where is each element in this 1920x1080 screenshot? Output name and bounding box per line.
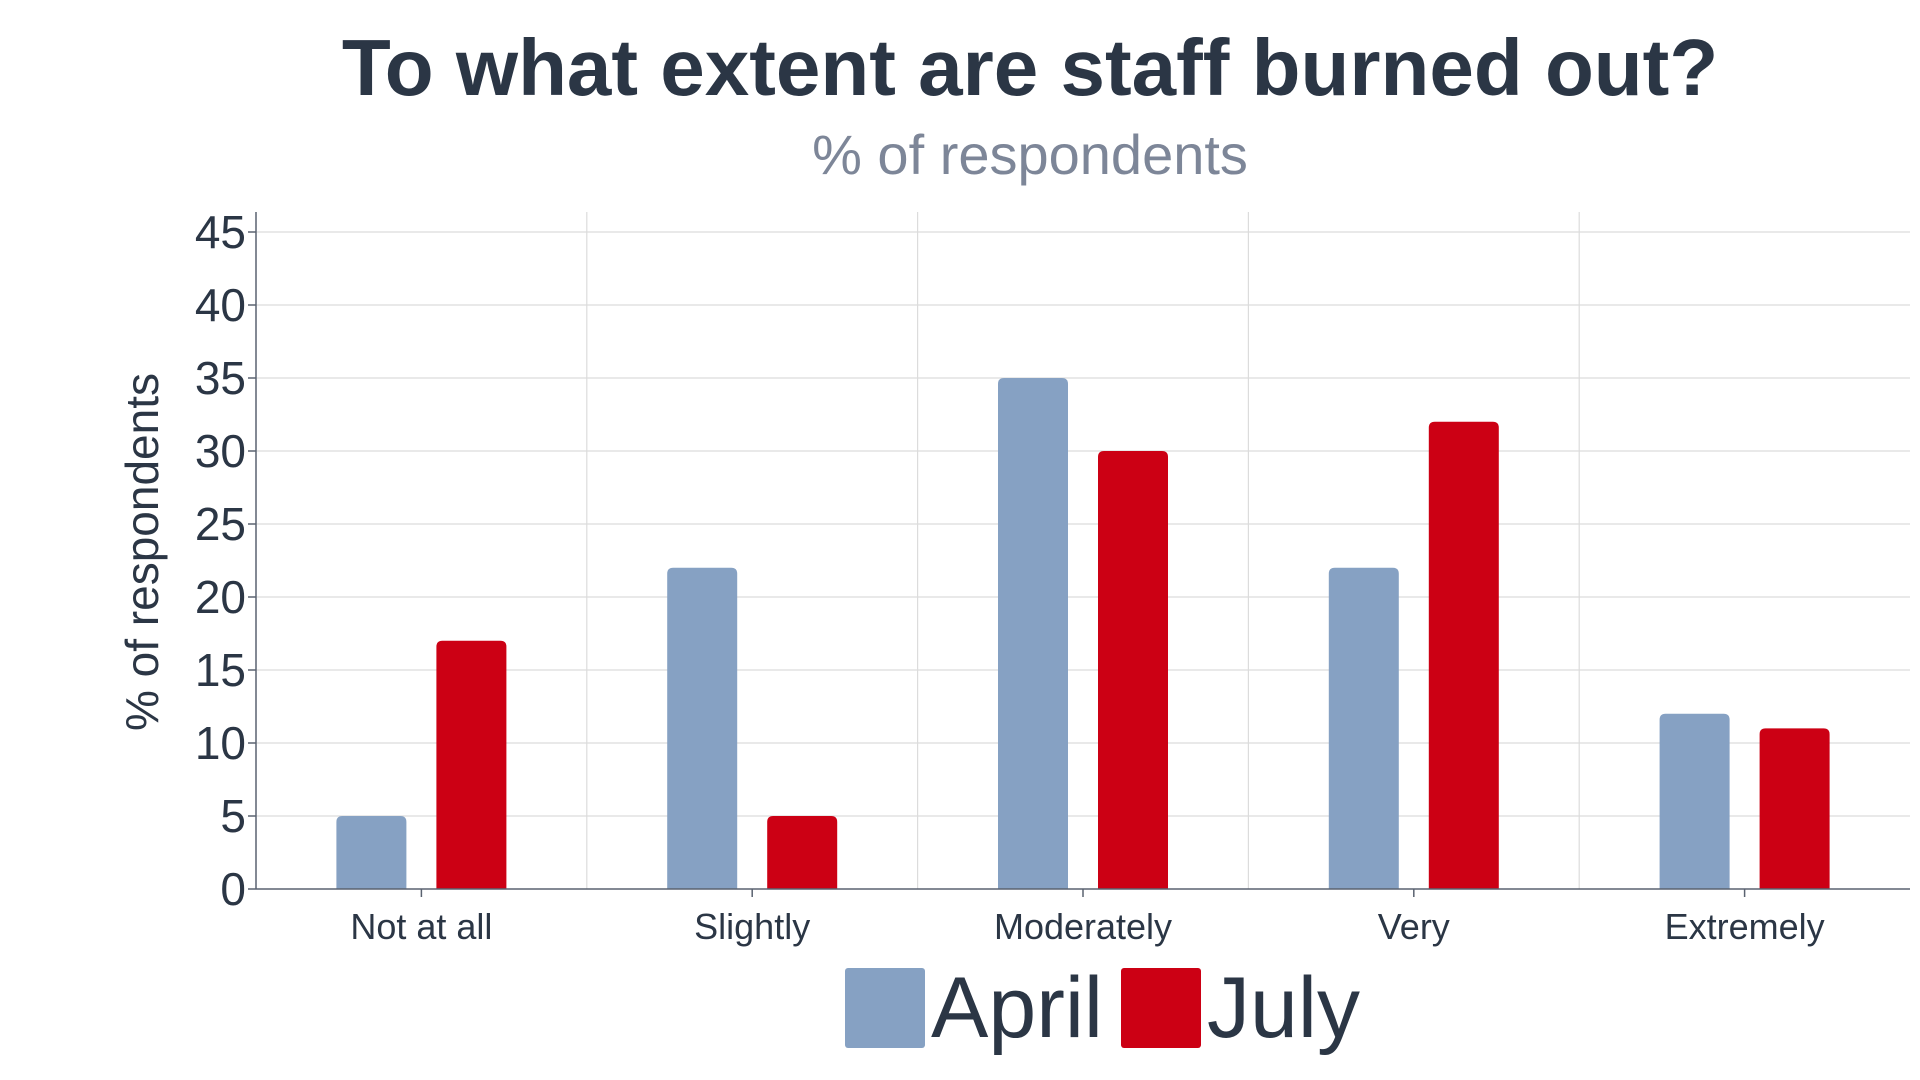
x-tick-label: Slightly (694, 906, 810, 947)
legend: April July (845, 960, 1378, 1056)
bar-april-0[interactable] (336, 816, 407, 889)
y-tick-label: 25 (195, 498, 246, 550)
y-axis-label: % of respondents (116, 373, 168, 731)
bar-july-2[interactable] (1098, 451, 1168, 889)
bar-april-3[interactable] (1328, 567, 1399, 889)
bar-july-1[interactable] (767, 816, 838, 889)
bar-april-2[interactable] (998, 378, 1068, 889)
y-tick-label: 15 (195, 644, 246, 696)
x-tick-label: Moderately (994, 906, 1172, 947)
y-tick-label: 40 (195, 279, 246, 331)
x-tick-label: Not at all (350, 906, 492, 947)
bar-july-3[interactable] (1428, 421, 1499, 889)
y-tick-label: 30 (195, 425, 246, 477)
x-tick-label: Extremely (1665, 906, 1825, 947)
y-tick-label: 35 (195, 352, 246, 404)
y-tick-label: 45 (195, 206, 246, 258)
legend-swatch-april (845, 968, 925, 1048)
chart-subtitle: % of respondents (812, 123, 1248, 186)
axes: 0 5 10 15 20 25 30 35 40 45 Not at all Slightly Mode… (195, 206, 1910, 947)
bars (336, 378, 1830, 889)
legend-swatch-july (1121, 968, 1202, 1048)
x-tick-label: Very (1378, 906, 1450, 947)
bar-july-4[interactable] (1759, 728, 1830, 889)
legend-item-april[interactable]: April (845, 960, 1104, 1056)
bar-april-1[interactable] (667, 567, 738, 889)
y-tick-label: 10 (195, 717, 246, 769)
grid-lines (256, 212, 1910, 889)
y-tick-label: 20 (195, 571, 246, 623)
legend-label-july: July (1207, 960, 1360, 1056)
y-tick-label: 5 (220, 790, 246, 842)
chart-title: To what extent are staff burned out? (341, 23, 1719, 112)
y-tick-label: 0 (220, 863, 246, 915)
bar-april-4[interactable] (1659, 713, 1730, 889)
legend-label-april: April (931, 960, 1104, 1056)
legend-item-july[interactable]: July (1121, 960, 1360, 1056)
bar-july-0[interactable] (436, 640, 507, 889)
